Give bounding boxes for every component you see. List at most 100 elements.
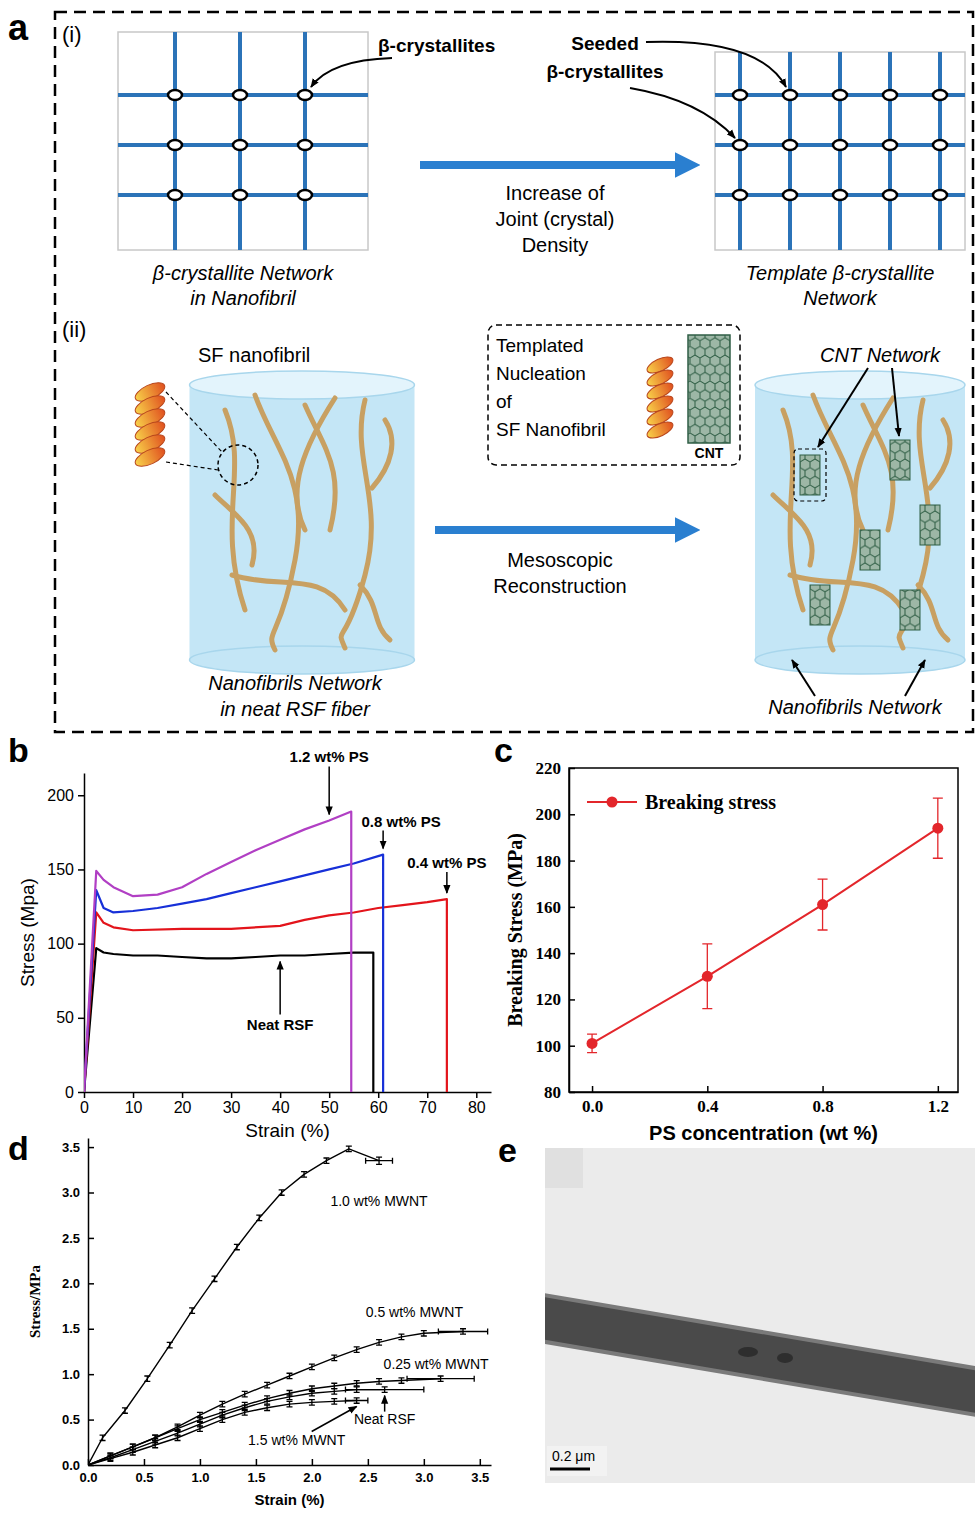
nanofibril (255, 395, 299, 650)
tick-mark (78, 795, 84, 797)
tick: 10 (125, 1092, 143, 1116)
zoom-circle (218, 445, 258, 485)
error-bar (88, 1464, 91, 1465)
label-arrow (382, 831, 384, 849)
label: Network (803, 287, 877, 309)
cnt-highlight (794, 449, 826, 501)
series-label: 0.25 wt% MWNT (384, 1356, 489, 1372)
tick: 30 (223, 1092, 241, 1116)
tick-label: 1.2 (928, 1097, 949, 1116)
scale-bar (550, 1468, 590, 1471)
fiber-bottom (190, 646, 415, 674)
tick-label: 3.5 (62, 1140, 80, 1155)
figure-svg: (i)β-crystallitesSeededβ-crystallitesInc… (0, 0, 979, 1515)
error-bar (287, 1394, 293, 1399)
crystallite (733, 90, 747, 100)
error-bar (933, 798, 943, 858)
tick: 80 (468, 1092, 486, 1116)
tick-mark (476, 1092, 478, 1098)
error-bar (88, 1464, 91, 1465)
tick-label: 100 (47, 935, 74, 952)
tick: 0.0 (62, 1458, 94, 1473)
label-arrow (446, 872, 448, 893)
tick-label: 220 (536, 759, 562, 778)
tick-label: 0.0 (79, 1470, 97, 1485)
tem-patch (545, 1148, 583, 1188)
cnt (810, 585, 830, 625)
cnt (800, 455, 820, 495)
y-axis: 050100150200 (47, 774, 84, 1101)
panel-letter: c (494, 731, 513, 769)
tick-label: 20 (174, 1099, 192, 1116)
pointer-arrow (905, 660, 925, 696)
tick-label: 80 (544, 1083, 561, 1102)
tick-mark (78, 869, 84, 871)
crystallite (783, 140, 797, 150)
axis-title: Stress/MPa (27, 1264, 43, 1338)
error-bar (346, 1146, 352, 1151)
series-line (88, 1331, 463, 1465)
nanofibrils (215, 395, 392, 650)
nanofibrils (773, 395, 950, 650)
tick: 1.5 (247, 1459, 265, 1485)
cnt (860, 530, 880, 570)
label: β-crystallites (546, 61, 663, 82)
tick: 80 (544, 1083, 575, 1102)
error-bar (287, 1401, 293, 1406)
error-bar (702, 944, 712, 1009)
series-label: 0.8 wt% PS (362, 813, 441, 830)
tick: 1.0 (62, 1367, 94, 1382)
axis-title: Strain (%) (245, 1120, 329, 1141)
tick-mark (569, 768, 575, 770)
tick: 140 (536, 944, 576, 963)
y-axis: 0.00.51.01.52.02.53.03.5 (62, 1139, 94, 1473)
tick-label: 140 (536, 944, 562, 963)
error-bar (331, 1355, 337, 1360)
tick-mark (88, 1192, 94, 1194)
series-label: Neat RSF (354, 1411, 415, 1427)
chart-d: 0.00.51.01.52.02.53.03.50.00.51.01.52.02… (27, 1139, 492, 1509)
plot-frame (569, 768, 958, 1092)
error-bar (818, 879, 828, 930)
axis-line (85, 1092, 492, 1094)
tick-mark (88, 1147, 94, 1149)
figure: (i)β-crystallitesSeededβ-crystallitesInc… (0, 0, 979, 1515)
tick-label: 3.0 (62, 1185, 80, 1200)
pointer-arrow (818, 368, 868, 447)
label: Joint (crystal) (496, 208, 615, 230)
tick-mark (938, 1086, 940, 1092)
error-bar (219, 1401, 225, 1406)
tick-label: 50 (321, 1099, 339, 1116)
tick: 200 (536, 805, 576, 824)
crystallite (298, 90, 312, 100)
label: of (496, 391, 513, 412)
tick: 0 (65, 1084, 84, 1101)
error-bar (398, 1334, 404, 1339)
tick-mark (707, 1086, 709, 1092)
error-bar (122, 1408, 128, 1413)
tick-mark (329, 1092, 331, 1098)
plot-area (88, 1146, 488, 1465)
tick-label: 0.5 (135, 1470, 153, 1485)
series-label: 1.5 wt% MWNT (248, 1432, 346, 1448)
tick-mark (280, 1092, 282, 1098)
tick: 200 (47, 787, 84, 804)
tick-mark (133, 1092, 135, 1098)
tick-mark (424, 1459, 426, 1465)
label: β-crystallite Network (152, 262, 334, 284)
tick-label: 1.5 (247, 1470, 265, 1485)
error-bar (189, 1308, 195, 1313)
x-axis: 0.00.40.81.2 (570, 1086, 959, 1116)
tick: 120 (536, 990, 576, 1009)
axis-title: Stress (Mpa) (17, 878, 38, 987)
tick-label: 80 (468, 1099, 486, 1116)
label: Increase of (506, 182, 605, 204)
fiber-body (190, 385, 415, 674)
panel-a: (i)β-crystallitesSeededβ-crystallitesInc… (55, 12, 973, 732)
error-bar (398, 1378, 404, 1383)
pointer-arrow (792, 660, 815, 696)
error-bar (354, 1347, 360, 1352)
fiber (545, 1316, 975, 1394)
tick-label: 200 (536, 805, 562, 824)
label: in neat RSF fiber (220, 698, 371, 720)
